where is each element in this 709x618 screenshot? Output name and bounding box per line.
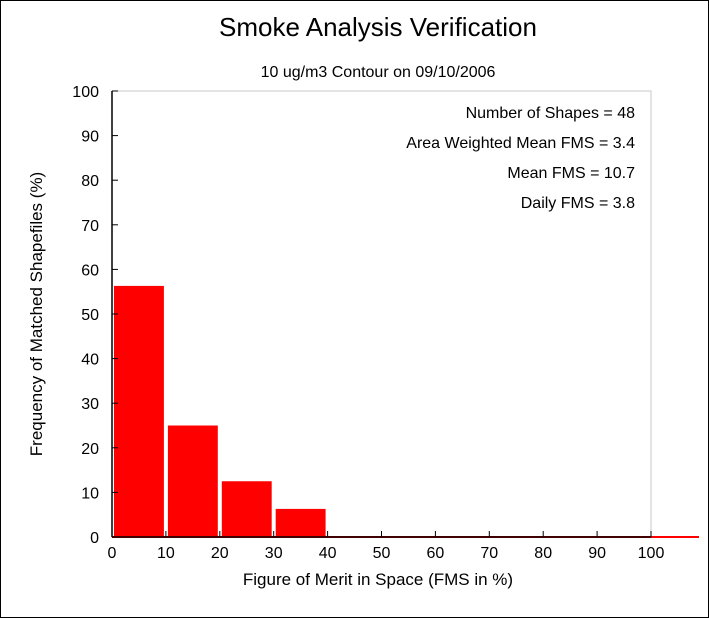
x-tick-label-0: 0 [108,545,117,562]
x-tick-label-30: 30 [265,545,283,562]
y-tick-label-80: 80 [81,173,99,190]
x-tick-label-20: 20 [211,545,229,562]
y-tick-label-50: 50 [81,307,99,324]
x-tick-label-90: 90 [588,545,606,562]
bar-30-40 [275,508,326,537]
stat-line-2: Area Weighted Mean FMS = 3.4 [406,135,635,152]
y-tick-label-20: 20 [81,441,99,458]
y-tick-label-70: 70 [81,218,99,235]
y-tick-label-100: 100 [72,84,99,101]
y-axis-label: Frequency of Matched Shapefiles (%) [27,172,46,456]
bar-10-20 [167,425,218,537]
x-axis-label: Figure of Merit in Space (FMS in %) [243,570,513,589]
bar-0-10 [114,285,164,537]
x-tick-label-10: 10 [157,545,175,562]
y-tick-label-10: 10 [81,485,99,502]
y-tick-label-0: 0 [90,530,99,547]
x-tick-label-70: 70 [480,545,498,562]
stats-annotation: Number of Shapes = 48 Area Weighted Mean … [406,105,635,212]
stat-line-1: Number of Shapes = 48 [466,105,636,122]
x-tick-label-50: 50 [373,545,391,562]
x-tick-label-40: 40 [319,545,337,562]
y-tick-label-60: 60 [81,262,99,279]
x-tick-label-60: 60 [427,545,445,562]
bars-group [112,285,699,538]
x-tick-label-100: 100 [638,545,665,562]
y-tick-label-90: 90 [81,129,99,146]
y-tick-label-30: 30 [81,396,99,413]
stat-line-4: Daily FMS = 3.8 [521,195,635,212]
y-tick-label-40: 40 [81,352,99,369]
x-axis-ticks: 0 10 20 30 40 50 60 70 80 90 100 [108,531,665,562]
y-axis-ticks: 0 10 20 30 40 50 60 70 80 90 100 [72,84,118,547]
x-tick-label-80: 80 [534,545,552,562]
chart-subtitle: 10 ug/m3 Contour on 09/10/2006 [261,64,496,81]
plot-area: 0 10 20 30 40 50 60 70 80 90 100 0 10 20 30 40 50 60 70 80… [72,84,699,562]
stat-line-3: Mean FMS = 10.7 [507,165,635,182]
bar-20-30 [221,481,272,537]
chart-title: Smoke Analysis Verification [219,12,537,42]
